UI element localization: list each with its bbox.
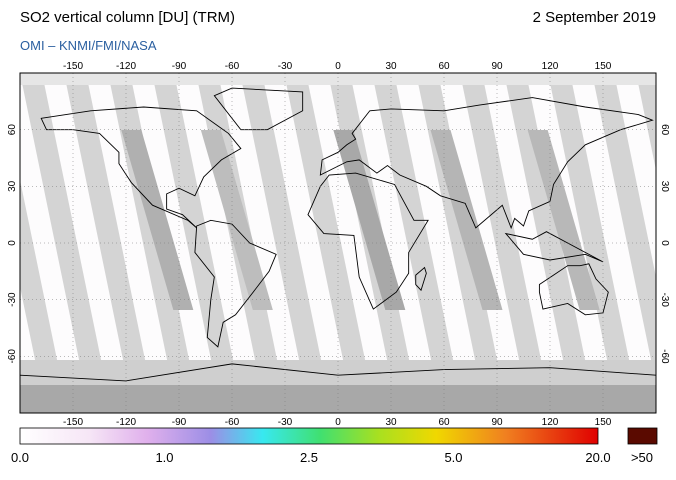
- swath: [240, 73, 332, 413]
- colorbar-label: 5.0: [444, 450, 462, 465]
- swath: [636, 73, 656, 171]
- lat-tick-label-left: -60: [7, 349, 18, 364]
- lon-tick-label-bottom: -120: [116, 417, 136, 428]
- swath: [504, 73, 596, 413]
- swath-dark: [200, 130, 273, 310]
- swath-dark: [333, 130, 406, 310]
- lon-tick-label-top: 120: [542, 61, 559, 72]
- colorbar: [19, 427, 599, 445]
- lat-tick-label-right: 30: [659, 181, 670, 193]
- colorbar-overflow: [627, 427, 658, 445]
- coastline: [194, 219, 277, 348]
- lon-tick-label-bottom: 90: [491, 417, 503, 428]
- colorbar-label: 20.0: [585, 450, 610, 465]
- lon-tick-label-top: -60: [225, 61, 240, 72]
- ticks: -150 -150 -120 -120 -90 -90 -60 -60 -30 -30 0 0 30 30…: [7, 61, 670, 428]
- lon-tick-label-bottom: -150: [63, 417, 83, 428]
- lon-tick-label-bottom: -30: [278, 417, 293, 428]
- lat-tick-label-left: 60: [7, 124, 18, 136]
- swath: [20, 179, 68, 413]
- colorbar-labels: 0.0 1.0 2.5 5.0 20.0: [11, 450, 611, 465]
- coastline: [213, 87, 304, 131]
- lon-tick-label-bottom: 120: [542, 417, 559, 428]
- lon-tick-label-bottom: 0: [335, 417, 341, 428]
- lon-tick-label-bottom: -60: [225, 417, 240, 428]
- lat-tick-label-right: 60: [659, 124, 670, 136]
- swath: [20, 73, 112, 413]
- coastline: [319, 97, 654, 230]
- subtitle: OMI – KNMI/FMI/NASA: [20, 38, 157, 53]
- swath: [284, 73, 376, 413]
- colorbar-label: 1.0: [155, 450, 173, 465]
- lat-tick-label-left: 30: [7, 180, 18, 192]
- coastline: [538, 263, 609, 316]
- lon-tick-label-bottom: 30: [385, 417, 397, 428]
- date: 2 September 2019: [533, 9, 656, 26]
- lon-tick-label-top: 0: [335, 61, 341, 72]
- swath: [152, 73, 244, 413]
- lon-tick-label-top: 30: [385, 61, 397, 72]
- lat-tick-label-right: -30: [659, 292, 670, 307]
- swath: [460, 73, 552, 413]
- lon-tick-label-bottom: 60: [438, 417, 450, 428]
- swath: [592, 73, 656, 384]
- lon-tick-label-bottom: -90: [172, 417, 187, 428]
- polar-night-north: [20, 73, 656, 85]
- map-frame: [19, 72, 657, 414]
- colorbar-label: 0.0: [11, 450, 29, 465]
- lon-tick-label-top: 150: [595, 61, 612, 72]
- lon-tick-label-top: -90: [172, 61, 187, 72]
- lon-tick-label-top: 90: [491, 61, 503, 72]
- coastline: [415, 266, 427, 292]
- swath-dark: [121, 130, 194, 310]
- lon-tick-label-bottom: 150: [595, 417, 612, 428]
- lon-tick-label-top: -150: [63, 61, 83, 72]
- lon-tick-label-top: -120: [116, 61, 136, 72]
- coastline: [307, 172, 429, 310]
- swath-dark: [430, 130, 503, 310]
- coastline: [40, 106, 242, 229]
- lat-tick-label-right: -60: [659, 349, 670, 364]
- coastline: [20, 363, 656, 413]
- swath: [372, 73, 464, 413]
- lat-tick-label-right: 0: [659, 240, 670, 246]
- lon-tick-label-top: 60: [438, 61, 450, 72]
- title: SO2 vertical column [DU] (TRM): [20, 9, 235, 26]
- lon-tick-label-top: -30: [278, 61, 293, 72]
- overflow-label: >50: [631, 450, 653, 465]
- colorbar-label: 2.5: [300, 450, 318, 465]
- swath: [64, 73, 156, 413]
- lat-tick-label-left: -30: [7, 292, 18, 307]
- lat-tick-label-left: 0: [7, 240, 18, 246]
- map: [20, 73, 656, 413]
